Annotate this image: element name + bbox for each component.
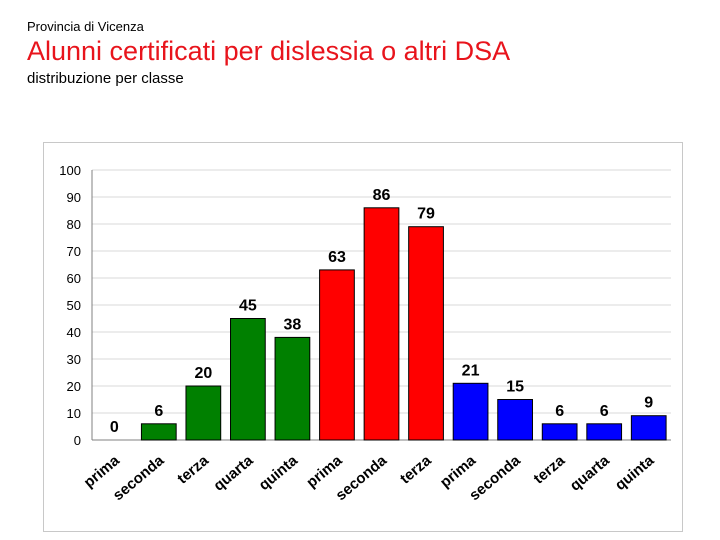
page-title: Alunni certificati per dislessia o altri… [27, 36, 511, 66]
bar [586, 423, 623, 441]
bar [185, 385, 222, 441]
data-label: 9 [644, 395, 653, 412]
data-label: 6 [154, 403, 163, 420]
category-label: terza [397, 452, 435, 488]
category-label: quarta [210, 452, 257, 495]
bar [274, 336, 311, 441]
bar [541, 423, 578, 441]
y-tick-label: 80 [67, 217, 81, 232]
data-label: 86 [373, 187, 391, 204]
data-label: 21 [462, 362, 480, 379]
bar [230, 318, 266, 441]
province-label: Provincia di Vicenza [27, 19, 144, 34]
page-subtitle: distribuzione per classe [27, 70, 184, 87]
category-label: quarta [567, 452, 614, 495]
bar [319, 269, 355, 441]
bar [452, 382, 489, 441]
category-label: seconda [466, 452, 524, 505]
category-label: terza [174, 452, 212, 488]
category-label: quinta [612, 452, 658, 494]
data-label: 45 [239, 298, 257, 315]
data-label: 79 [417, 206, 435, 223]
data-label: 6 [555, 403, 564, 420]
bar [497, 399, 533, 441]
bar [140, 423, 177, 441]
y-tick-label: 100 [59, 163, 81, 178]
y-tick-label: 40 [67, 325, 81, 340]
bar [363, 207, 400, 441]
y-tick-label: 70 [67, 244, 81, 259]
y-tick-label: 60 [67, 271, 81, 286]
y-tick-label: 20 [67, 379, 81, 394]
bar [630, 415, 667, 441]
data-label: 63 [328, 249, 346, 266]
y-tick-label: 30 [67, 352, 81, 367]
data-label: 20 [194, 365, 212, 382]
category-label: quinta [256, 452, 302, 494]
data-label: 6 [600, 403, 609, 420]
data-label: 38 [284, 316, 302, 333]
y-tick-label: 50 [67, 298, 81, 313]
bar [408, 226, 444, 441]
chart-frame [43, 142, 683, 532]
category-label: terza [530, 452, 568, 488]
y-tick-label: 0 [74, 433, 81, 448]
category-label: seconda [110, 452, 168, 505]
y-tick-label: 10 [67, 406, 81, 421]
data-label: 15 [506, 379, 524, 396]
category-label: seconda [333, 452, 391, 505]
data-label: 0 [110, 419, 119, 436]
y-tick-label: 90 [67, 190, 81, 205]
